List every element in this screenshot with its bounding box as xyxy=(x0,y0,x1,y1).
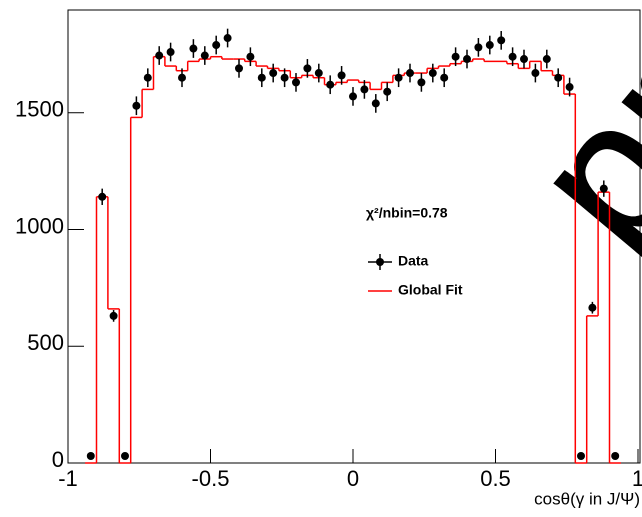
data-point xyxy=(86,451,95,460)
y-tick-label: 1000 xyxy=(15,213,64,238)
data-point xyxy=(98,192,107,201)
data-point xyxy=(314,69,323,78)
data-point xyxy=(474,43,483,52)
data-point xyxy=(337,71,346,80)
data-point xyxy=(155,51,164,60)
data-point xyxy=(497,36,506,45)
data-point xyxy=(611,451,620,460)
data-point xyxy=(280,73,289,82)
x-tick-label: 0.5 xyxy=(480,466,511,491)
data-point xyxy=(542,55,551,64)
data-point xyxy=(440,73,449,82)
legend-label: Global Fit xyxy=(398,282,463,298)
plot-frame xyxy=(67,9,641,464)
data-point xyxy=(531,69,540,78)
data-point xyxy=(121,451,129,460)
data-point xyxy=(269,69,278,78)
data-point xyxy=(463,55,471,64)
data-point xyxy=(599,184,608,193)
data-point xyxy=(588,303,597,312)
data-point xyxy=(394,73,403,82)
data-point xyxy=(189,44,198,53)
data-point xyxy=(451,52,460,61)
y-tick-label: 500 xyxy=(27,330,64,355)
data-point xyxy=(132,101,141,110)
data-point xyxy=(223,34,232,43)
data-point xyxy=(554,73,563,82)
y-tick-label: 0 xyxy=(52,447,64,472)
data-point xyxy=(520,55,528,64)
data-point xyxy=(246,52,255,61)
data-point xyxy=(303,64,312,73)
data-point xyxy=(200,51,209,60)
data-point xyxy=(428,69,437,78)
x-axis-label: cosθ(γ in J/Ψ) xyxy=(534,489,640,508)
data-point xyxy=(143,73,152,82)
data-point xyxy=(212,41,221,50)
x-tick-label: -1 xyxy=(58,466,78,491)
data-point xyxy=(292,78,300,87)
data-point xyxy=(360,85,369,94)
data-point xyxy=(565,83,574,92)
data-point xyxy=(178,73,186,82)
annotation: χ²/nbin=0.78 xyxy=(366,205,448,221)
data-point xyxy=(577,451,585,460)
data-point xyxy=(508,52,517,61)
data-point xyxy=(383,87,392,96)
data-point xyxy=(371,99,380,108)
data-point xyxy=(257,73,266,82)
data-point xyxy=(326,80,335,89)
data-point xyxy=(235,64,243,73)
data-point xyxy=(109,311,118,320)
data-point xyxy=(485,41,494,50)
data-point xyxy=(417,78,426,87)
x-tick-label: 1 xyxy=(632,466,642,491)
x-tick-label: 0 xyxy=(347,466,359,491)
legend-marker xyxy=(376,258,384,266)
legend-label: Data xyxy=(398,253,429,269)
y-tick-label: 1500 xyxy=(15,97,64,122)
x-tick-label: -0.5 xyxy=(192,466,230,491)
data-point xyxy=(349,92,357,101)
data-point xyxy=(406,69,414,78)
data-point xyxy=(166,48,175,57)
